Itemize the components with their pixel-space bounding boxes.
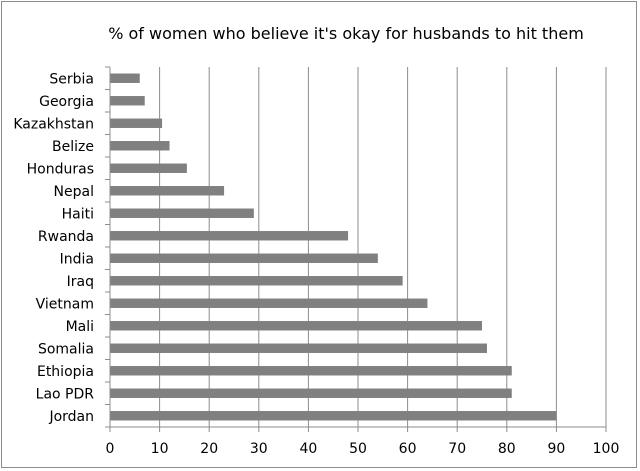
bar-rwanda	[110, 231, 349, 241]
category-label: India	[60, 251, 94, 267]
category-label: Serbia	[49, 71, 94, 87]
category-label: Somalia	[38, 341, 94, 357]
bar-ethiopia	[110, 366, 512, 376]
category-label: Honduras	[27, 161, 94, 177]
x-tick-label: 20	[200, 441, 218, 457]
category-label: Haiti	[62, 206, 94, 222]
x-tick-label: 30	[250, 441, 268, 457]
category-label: Kazakhstan	[13, 116, 94, 132]
bar-jordan	[110, 411, 557, 421]
bar-kazakhstan	[110, 118, 163, 128]
x-tick-label: 10	[151, 441, 169, 457]
category-label: Iraq	[67, 274, 94, 290]
x-tick-labels: 0 10 20 30 40 50 60 70 80 90 100	[106, 441, 620, 457]
x-tick-label: 40	[299, 441, 317, 457]
bar-serbia	[110, 73, 140, 83]
bar-mali	[110, 321, 482, 331]
bar-honduras	[110, 163, 187, 173]
bar-nepal	[110, 186, 225, 196]
bar-belize	[110, 141, 170, 151]
category-label: Jordan	[48, 409, 94, 425]
bar-somalia	[110, 343, 487, 353]
bar-iraq	[110, 276, 403, 286]
bars	[110, 73, 557, 421]
bar-lao-pdr	[110, 388, 512, 398]
bar-vietnam	[110, 298, 428, 308]
axes	[105, 66, 607, 432]
category-label: Rwanda	[38, 229, 94, 245]
category-label: Belize	[52, 139, 94, 155]
bar-georgia	[110, 96, 145, 106]
category-label: Nepal	[54, 184, 94, 200]
bar-india	[110, 253, 378, 263]
category-label: Ethiopia	[37, 364, 94, 380]
x-tick-label: 70	[448, 441, 466, 457]
x-tick-label: 0	[106, 441, 115, 457]
x-tick-label: 60	[399, 441, 417, 457]
x-tick-label: 50	[349, 441, 367, 457]
x-tick-label: 80	[498, 441, 516, 457]
chart-title: % of women who believe it's okay for hus…	[108, 24, 584, 43]
category-label: Mali	[66, 319, 94, 335]
category-label: Georgia	[39, 94, 94, 110]
category-labels: Serbia Georgia Kazakhstan Belize Honduras Nep…	[13, 71, 94, 425]
x-tick-label: 90	[547, 441, 565, 457]
category-label: Lao PDR	[36, 386, 95, 402]
category-label: Vietnam	[36, 296, 94, 312]
x-tick-label: 100	[593, 441, 620, 457]
bar-haiti	[110, 208, 254, 218]
